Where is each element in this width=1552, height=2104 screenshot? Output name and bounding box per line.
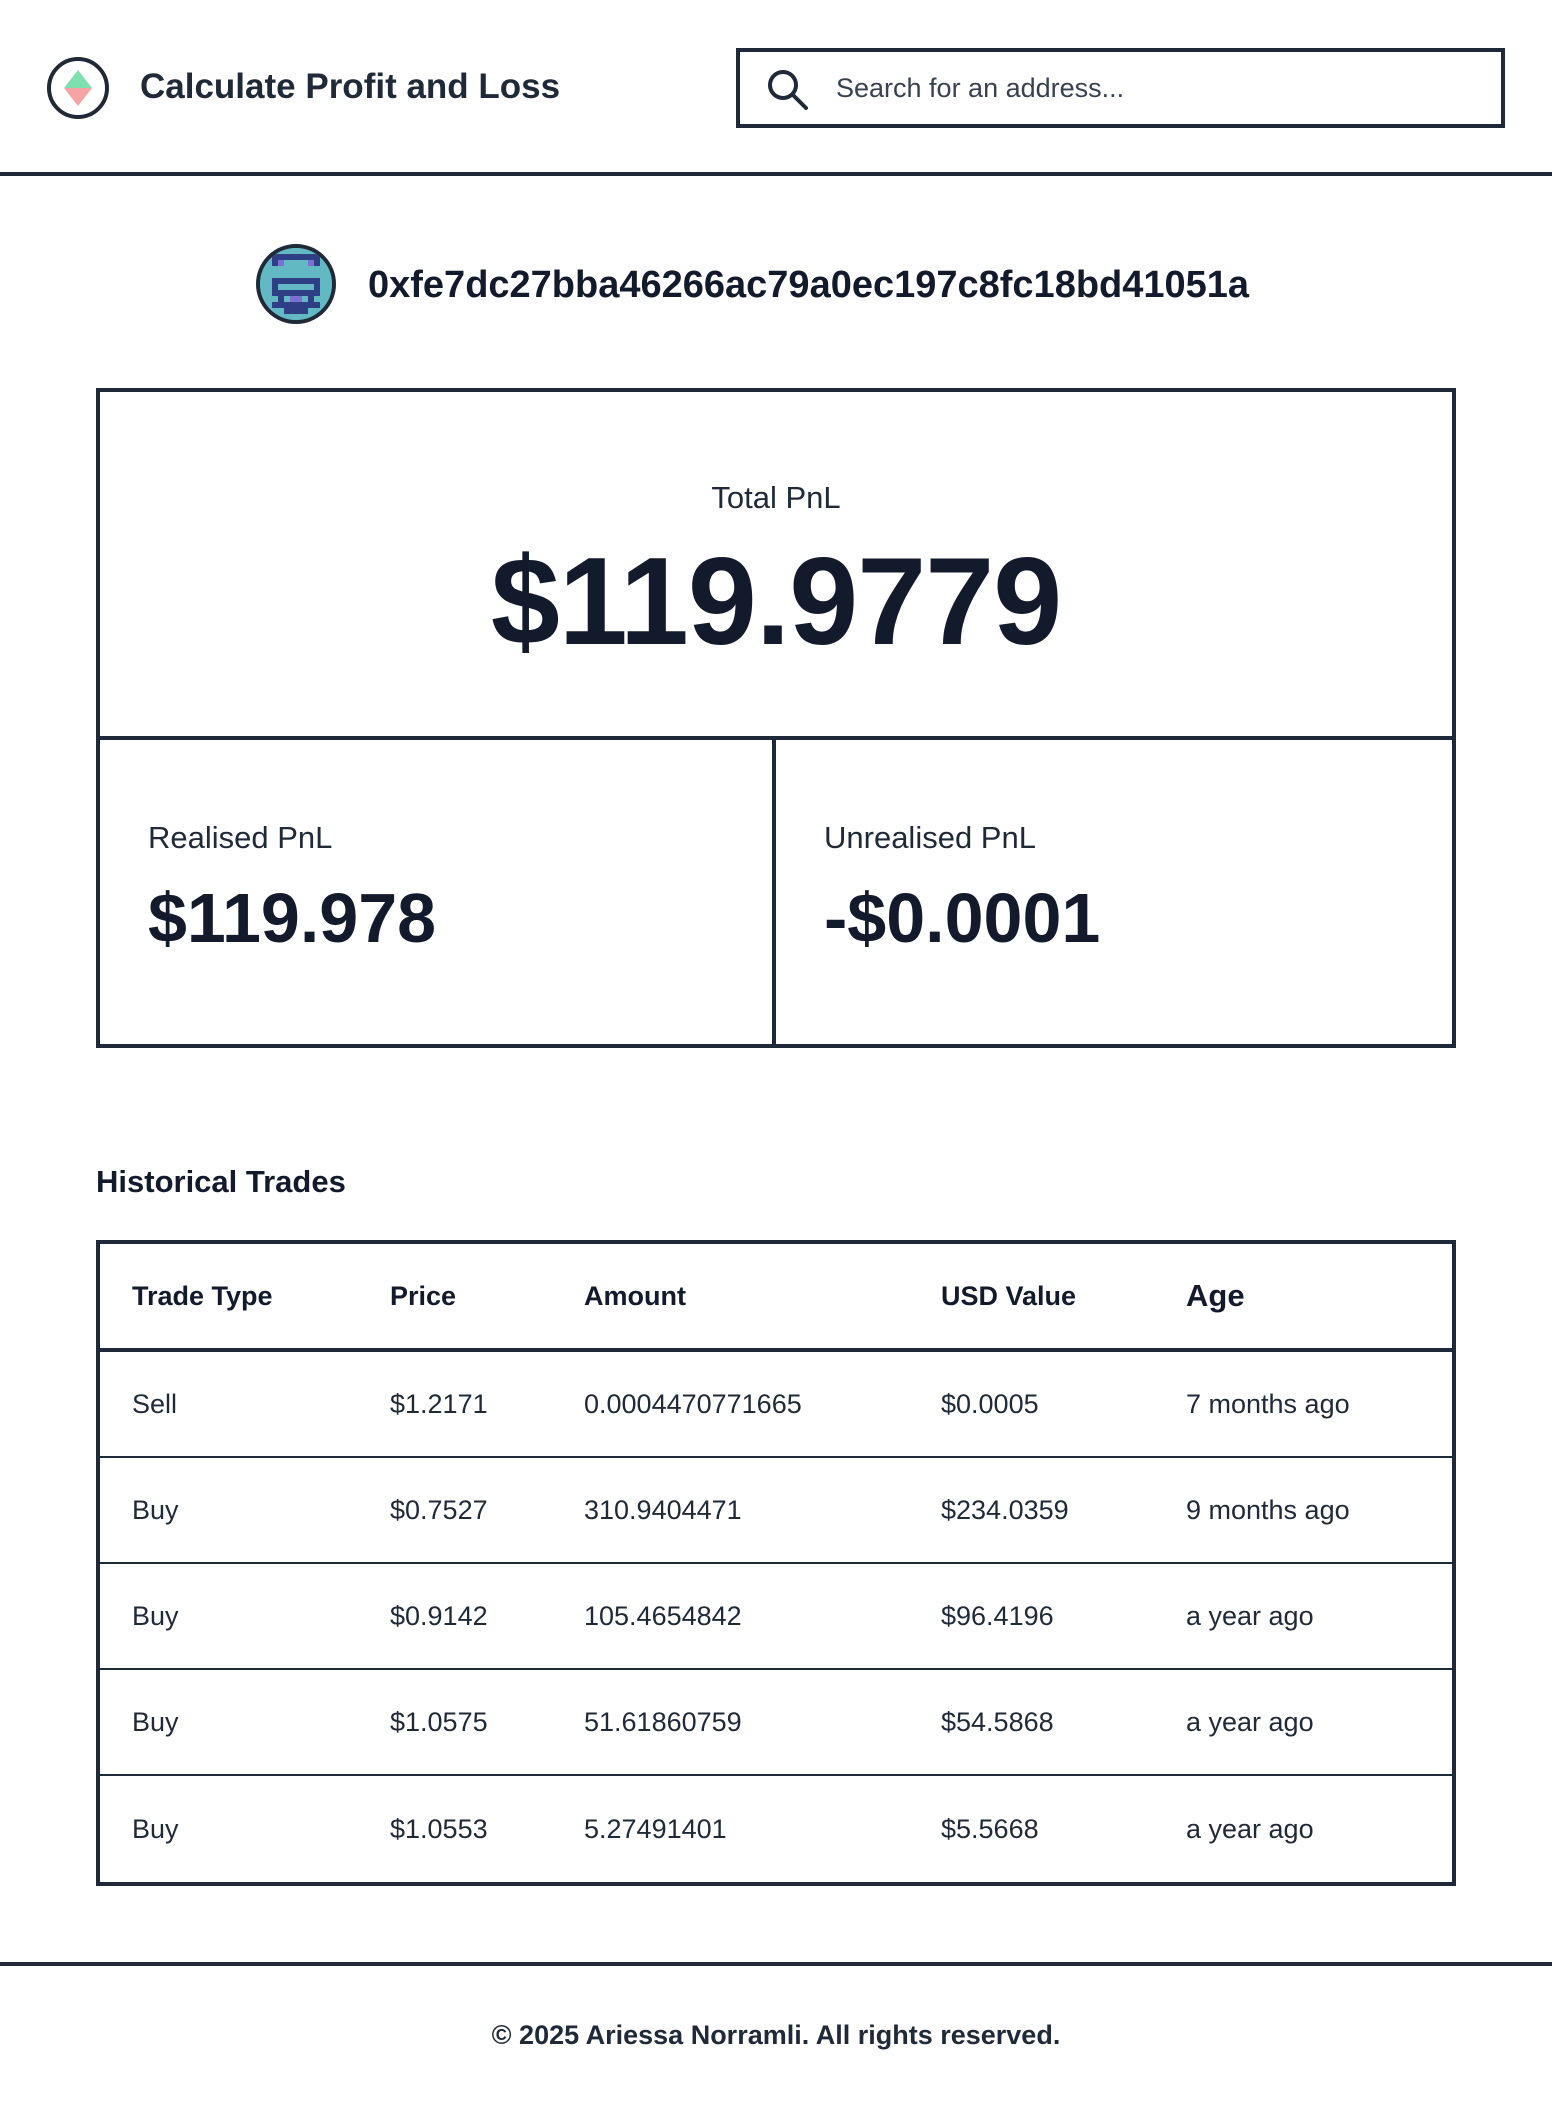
diamond-logo-icon[interactable] xyxy=(47,57,109,119)
amount-cell: 310.9404471 xyxy=(584,1494,742,1525)
trade-type-cell: Buy xyxy=(132,1600,179,1631)
historical-trades-title: Historical Trades xyxy=(96,1164,346,1199)
trade-type-cell: Buy xyxy=(132,1706,179,1737)
table-row: Buy $0.9142 105.4654842 $96.4196 a year … xyxy=(100,1564,1452,1670)
trade-type-cell: Sell xyxy=(132,1388,178,1419)
trades-table: Trade Type Price Amount USD Value Age Se… xyxy=(96,1240,1456,1886)
usd-value-cell: $234.0359 xyxy=(941,1494,1069,1525)
pixel-avatar-icon xyxy=(256,244,336,324)
header: Calculate Profit and Loss xyxy=(0,0,1552,176)
amount-cell: 105.4654842 xyxy=(584,1600,742,1631)
pnl-summary: Total PnL $119.9779 Realised PnL $119.97… xyxy=(96,388,1456,1048)
column-header-trade-type: Trade Type xyxy=(132,1280,273,1311)
column-header-price: Price xyxy=(390,1280,457,1311)
age-cell: 9 months ago xyxy=(1186,1494,1350,1525)
realised-pnl-value: $119.978 xyxy=(148,879,437,957)
price-cell: $1.0575 xyxy=(390,1706,488,1737)
search-input[interactable] xyxy=(836,52,1476,124)
realised-pnl-panel: Realised PnL $119.978 xyxy=(100,740,776,1044)
price-cell: $1.0553 xyxy=(390,1813,488,1844)
amount-cell: 0.0004470771665 xyxy=(584,1388,802,1419)
search-icon xyxy=(766,68,810,112)
age-cell: a year ago xyxy=(1186,1600,1314,1631)
realised-pnl-label: Realised PnL xyxy=(148,820,333,855)
age-cell: a year ago xyxy=(1186,1706,1314,1737)
trade-type-cell: Buy xyxy=(132,1494,179,1525)
price-cell: $0.9142 xyxy=(390,1600,488,1631)
usd-value-cell: $96.4196 xyxy=(941,1600,1054,1631)
copyright-text: © 2025 Ariessa Norramli. All rights rese… xyxy=(491,2020,1061,2050)
usd-value-cell: $54.5868 xyxy=(941,1706,1054,1737)
column-header-amount: Amount xyxy=(584,1280,686,1311)
amount-cell: 51.61860759 xyxy=(584,1706,742,1737)
wallet-address: 0xfe7dc27bba46266ac79a0ec197c8fc18bd4105… xyxy=(368,264,1250,306)
table-row: Buy $0.7527 310.9404471 $234.0359 9 mont… xyxy=(100,1458,1452,1564)
column-header-usd-value: USD Value xyxy=(941,1280,1077,1311)
table-header-row: Trade Type Price Amount USD Value Age xyxy=(100,1244,1452,1352)
total-pnl-panel: Total PnL $119.9779 xyxy=(100,392,1452,740)
age-cell: a year ago xyxy=(1186,1813,1314,1844)
price-cell: $0.7527 xyxy=(390,1494,488,1525)
unrealised-pnl-label: Unrealised PnL xyxy=(824,820,1036,855)
column-header-age: Age xyxy=(1186,1278,1245,1313)
unrealised-pnl-panel: Unrealised PnL -$0.0001 xyxy=(776,740,1452,1044)
search-bar[interactable] xyxy=(736,48,1505,128)
total-pnl-value: $119.9779 xyxy=(490,533,1062,671)
price-cell: $1.2171 xyxy=(390,1388,488,1419)
age-cell: 7 months ago xyxy=(1186,1388,1350,1419)
table-row: Buy $1.0553 5.27491401 $5.5668 a year ag… xyxy=(100,1776,1452,1882)
app-title: Calculate Profit and Loss xyxy=(140,67,561,106)
unrealised-pnl-value: -$0.0001 xyxy=(824,879,1101,957)
usd-value-cell: $0.0005 xyxy=(941,1388,1039,1419)
table-row: Sell $1.2171 0.0004470771665 $0.0005 7 m… xyxy=(100,1352,1452,1458)
amount-cell: 5.27491401 xyxy=(584,1813,727,1844)
total-pnl-label: Total PnL xyxy=(711,480,841,515)
footer: © 2025 Ariessa Norramli. All rights rese… xyxy=(0,1962,1552,2104)
table-row: Buy $1.0575 51.61860759 $54.5868 a year … xyxy=(100,1670,1452,1776)
usd-value-cell: $5.5668 xyxy=(941,1813,1039,1844)
trade-type-cell: Buy xyxy=(132,1813,179,1844)
